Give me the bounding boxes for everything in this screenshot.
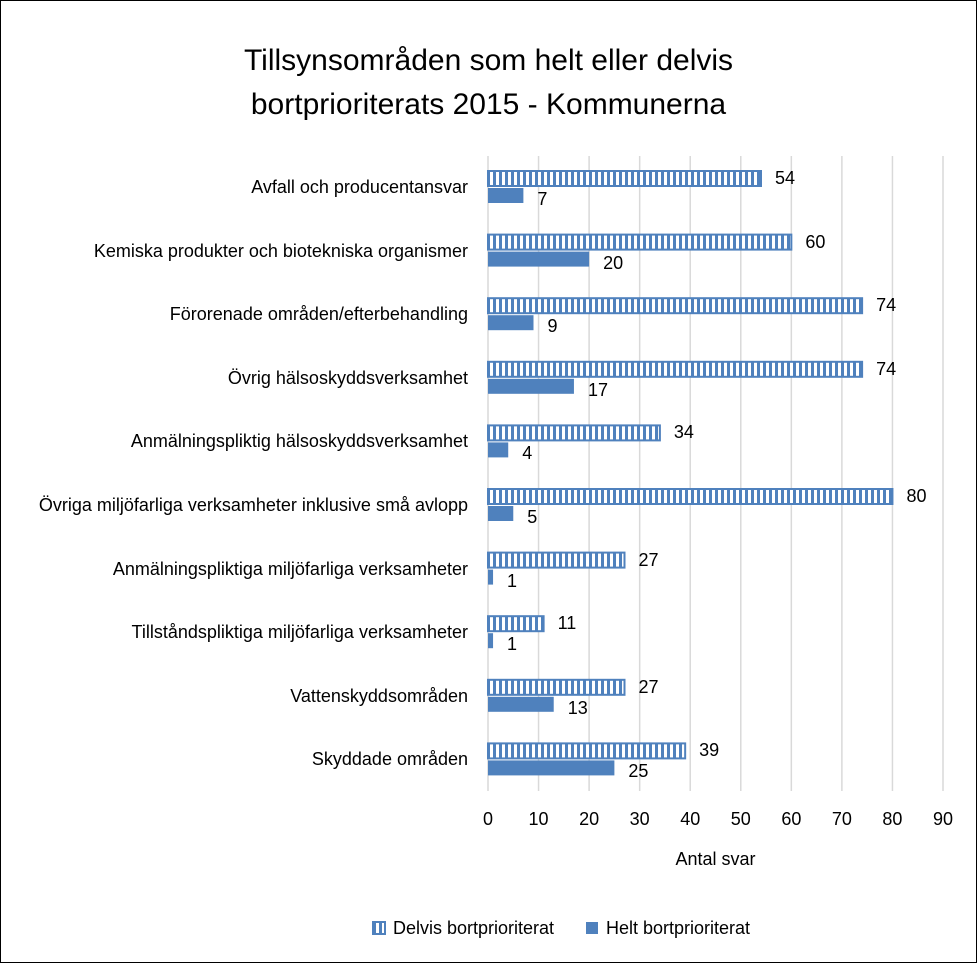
x-tick-label: 70 bbox=[831, 809, 852, 829]
y-tick-label: Skyddade områden bbox=[311, 749, 468, 770]
data-label: 4 bbox=[522, 443, 533, 464]
bar bbox=[488, 251, 590, 267]
data-label: 20 bbox=[603, 252, 624, 273]
x-tick-label: 10 bbox=[528, 809, 549, 829]
legend-label: Helt bortprioriterat bbox=[606, 918, 751, 938]
bar bbox=[488, 696, 554, 712]
y-tick-label: Avfall och producentansvar bbox=[251, 177, 468, 197]
data-label: 25 bbox=[628, 761, 649, 782]
data-label: 74 bbox=[876, 358, 897, 379]
bar bbox=[488, 188, 524, 203]
data-label: 27 bbox=[638, 676, 659, 697]
data-label: 27 bbox=[638, 549, 659, 570]
bar bbox=[487, 551, 626, 569]
bar bbox=[487, 360, 864, 378]
data-label: 80 bbox=[906, 486, 927, 506]
x-tick-label: 30 bbox=[629, 809, 650, 829]
data-label: 74 bbox=[876, 295, 897, 316]
data-label: 1 bbox=[507, 570, 518, 591]
data-label: 60 bbox=[805, 231, 826, 252]
bar bbox=[487, 170, 762, 187]
chart-title: Tillsynsområden som helt eller delvis bo… bbox=[243, 44, 734, 121]
x-tick-label: 90 bbox=[932, 809, 954, 829]
bar bbox=[488, 506, 514, 521]
data-label: 34 bbox=[673, 422, 694, 443]
data-label: 7 bbox=[537, 189, 548, 209]
y-tick-label: Vattenskyddsområden bbox=[290, 685, 468, 706]
y-tick-label: Anmälningspliktig hälsoskyddsverksamhet bbox=[130, 431, 468, 452]
x-tick-label: 40 bbox=[680, 809, 701, 829]
y-tick-label: Förorenade områden/efterbehandling bbox=[169, 304, 468, 325]
bar bbox=[488, 442, 509, 458]
x-tick-label: 80 bbox=[882, 809, 903, 829]
bar bbox=[487, 678, 626, 696]
data-label: 1 bbox=[507, 634, 518, 655]
y-tick-label: Tillståndspliktiga miljöfarliga verksamh… bbox=[131, 622, 468, 643]
bar bbox=[487, 488, 894, 505]
bar bbox=[488, 569, 494, 585]
bar bbox=[488, 760, 615, 776]
bar bbox=[487, 615, 545, 633]
bar bbox=[487, 297, 864, 315]
data-label: 54 bbox=[775, 168, 796, 188]
y-tick-label: Kemiska produkter och biotekniska organi… bbox=[93, 240, 468, 261]
bar bbox=[488, 633, 494, 649]
bar bbox=[487, 742, 687, 760]
bar bbox=[488, 315, 534, 331]
data-label: 11 bbox=[557, 613, 577, 634]
bar bbox=[487, 424, 661, 442]
legend-swatch bbox=[372, 921, 386, 935]
y-tick-label: Övrig hälsoskyddsverksamhet bbox=[227, 367, 468, 388]
bar bbox=[487, 233, 793, 251]
x-tick-label: 0 bbox=[482, 809, 493, 829]
data-label: 9 bbox=[547, 316, 558, 337]
data-label: 39 bbox=[699, 740, 720, 761]
y-tick-label: Anmälningspliktiga miljöfarliga verksamh… bbox=[112, 558, 468, 579]
x-axis-title: Antal svar bbox=[675, 849, 756, 869]
bar bbox=[488, 378, 574, 394]
data-label: 13 bbox=[567, 697, 588, 718]
y-tick-label: Övriga miljöfarliga verksamheter inklusi… bbox=[38, 495, 468, 515]
data-label: 5 bbox=[527, 507, 538, 527]
data-label: 17 bbox=[587, 379, 608, 400]
legend-label: Delvis bortprioriterat bbox=[393, 918, 555, 938]
legend-swatch bbox=[586, 922, 598, 934]
x-tick-label: 20 bbox=[579, 809, 600, 829]
x-tick-label: 50 bbox=[730, 809, 751, 829]
x-tick-label: 60 bbox=[781, 809, 802, 829]
